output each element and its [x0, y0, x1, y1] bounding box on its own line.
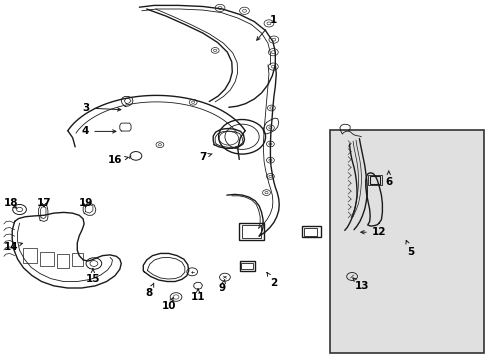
Text: 14: 14	[3, 242, 22, 252]
Text: 11: 11	[190, 289, 205, 302]
Bar	[367, 175, 381, 185]
Text: 12: 12	[360, 227, 386, 237]
Text: 2: 2	[266, 273, 277, 288]
Bar	[241, 225, 261, 238]
Bar	[40, 252, 54, 266]
Text: 7: 7	[199, 152, 212, 162]
Text: 8: 8	[145, 283, 154, 298]
Text: 4: 4	[81, 126, 116, 136]
Bar	[303, 228, 317, 236]
Bar	[302, 226, 320, 237]
Text: 13: 13	[352, 278, 368, 291]
Bar	[72, 253, 83, 266]
Text: 17: 17	[37, 198, 51, 208]
Bar	[57, 254, 69, 268]
Bar	[23, 248, 37, 263]
Text: 9: 9	[219, 280, 225, 293]
Bar	[241, 263, 252, 269]
Text: 1: 1	[256, 15, 277, 40]
Bar	[238, 223, 264, 240]
Text: 18: 18	[3, 198, 18, 208]
Text: 5: 5	[405, 240, 413, 257]
Text: 3: 3	[82, 103, 121, 113]
Bar	[239, 261, 255, 271]
Text: 15: 15	[85, 269, 100, 284]
Text: 16: 16	[107, 155, 128, 165]
Text: 19: 19	[78, 198, 93, 208]
Text: 6: 6	[385, 171, 391, 187]
Bar	[329, 130, 483, 353]
Text: 10: 10	[161, 298, 176, 311]
Bar	[369, 176, 380, 184]
